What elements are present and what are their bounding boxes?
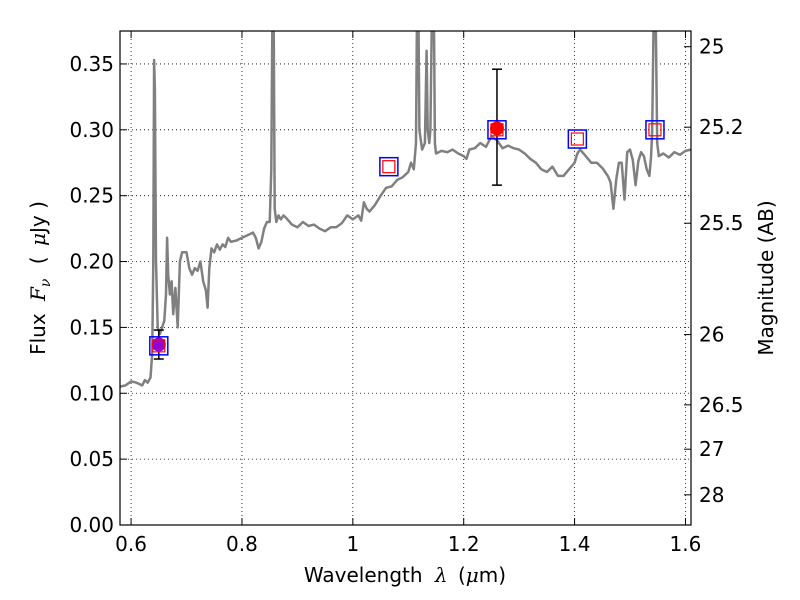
y-axis-label-unit-rest: Jy ) [26, 201, 50, 235]
x-axis-label: Wavelength λ (μm) [304, 563, 506, 587]
grid-lines [120, 31, 691, 526]
model-photometry-square-outer [567, 129, 588, 149]
model-photometry-square-outer [379, 156, 399, 177]
y-tick-label: 0.20 [69, 250, 114, 274]
right-axis-label: Magnitude (AB) [754, 200, 778, 355]
y-tick-label: 0.10 [69, 381, 114, 405]
y-tick-label: 0.00 [69, 513, 114, 537]
x-tick-label: 1.4 [559, 532, 591, 556]
y-tick-label: 0.25 [69, 184, 114, 208]
y2-tick-label: 26 [699, 323, 724, 347]
y-axis-label-symbol-sub: ν [38, 278, 54, 287]
y2-tick-label: 25 [699, 35, 724, 59]
y2-tick-label: 26.5 [699, 393, 744, 417]
model-photometry-square-inner [570, 132, 584, 146]
model-photometry-square-inner [152, 339, 166, 353]
y-tick-label: 0.30 [69, 118, 114, 142]
x-tick-label: 1.6 [670, 532, 702, 556]
y2-tick-label: 27 [699, 437, 724, 461]
x-axis-label-unit-open: ( [458, 563, 466, 587]
x-tick-label: 0.6 [115, 532, 147, 556]
axes: 0.6 0.8 1 1.2 1.4 1.6 0.00 0.05 0.10 0.15 0.20 0.25… [69, 31, 744, 556]
y2-tick-label: 28 [699, 483, 724, 507]
x-axis-label-symbol: λ [434, 563, 448, 587]
x-axis-label-text: Wavelength [304, 563, 423, 587]
y-tick-label: 0.15 [69, 315, 114, 339]
observed-flux-point [489, 121, 504, 136]
y-axis-label-unit-mu: μ [26, 233, 50, 246]
model-photometry-square-outer [645, 120, 665, 140]
model-photometry-square-outer [149, 336, 169, 356]
y2-tick-label: 25.5 [699, 211, 744, 235]
y-axis-label-text: Flux [26, 313, 50, 355]
axes-frame [119, 30, 692, 526]
model-photometry-square-inner [382, 160, 396, 174]
model-photometry-square-inner [648, 123, 662, 137]
x-tick-label: 1.2 [448, 532, 480, 556]
y-axis-label-unit-open: ( [26, 256, 50, 264]
model-spectrum-line [120, 31, 691, 388]
plot-area [120, 31, 691, 388]
x-axis-label-unit-rest: m) [479, 563, 506, 587]
model-photometry-square-outer [487, 120, 507, 140]
y-tick-label: 0.05 [69, 447, 114, 471]
y-axis-label: Flux Fν ( μJy ) [26, 201, 55, 355]
x-tick-label: 1 [346, 532, 359, 556]
y-tick-label: 0.35 [69, 52, 114, 76]
observed-flux-point [151, 337, 166, 352]
x-axis-label-unit-mu: μ [466, 563, 479, 587]
y-axis-label-symbol: F [26, 286, 50, 302]
x-tick-label: 0.8 [226, 532, 258, 556]
y2-tick-label: 25.2 [699, 115, 744, 139]
model-photometry-square-inner [490, 123, 504, 137]
